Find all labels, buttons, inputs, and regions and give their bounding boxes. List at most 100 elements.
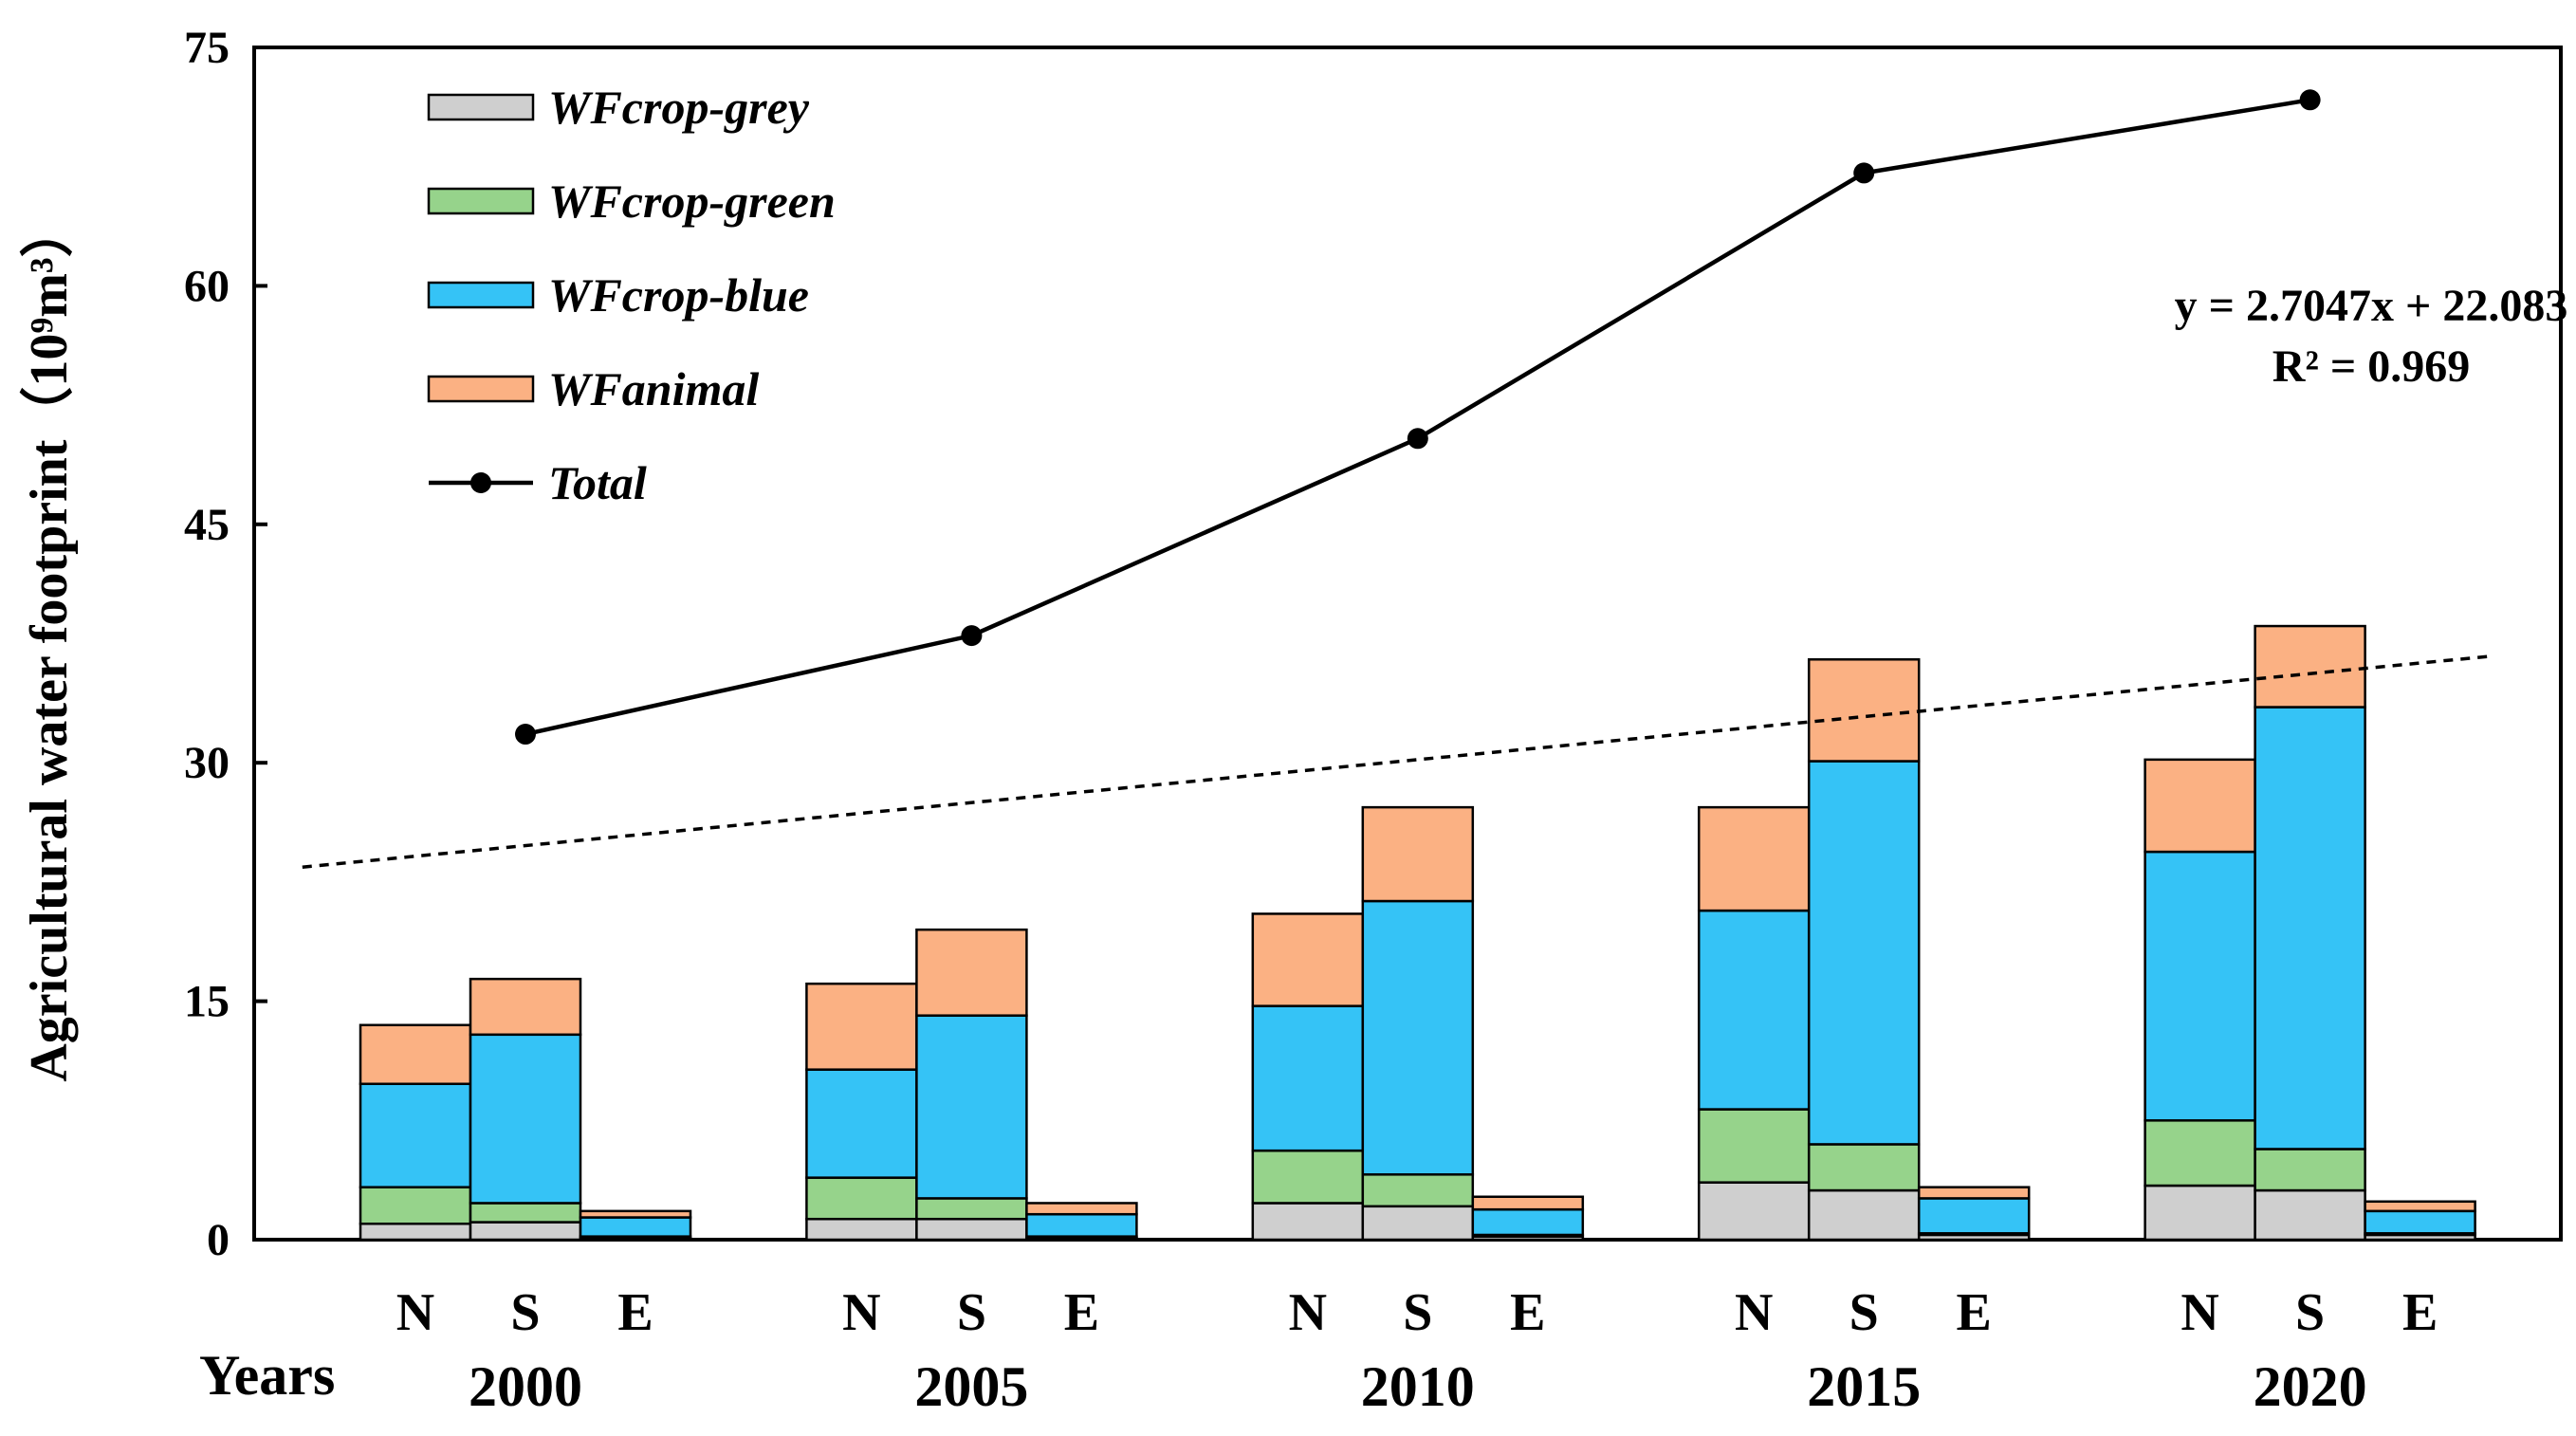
trend-equation: y = 2.7047x + 22.083	[2175, 281, 2568, 331]
y-tick-label: 30	[184, 738, 230, 788]
bar-segment-wfcrop-grey	[1697, 1181, 1811, 1242]
legend-swatch-wfcrop-blue	[427, 281, 535, 309]
bar-segment-wfcrop-grey	[469, 1221, 582, 1242]
bar-segment-wfcrop-grey	[1807, 1188, 1921, 1242]
bar-segment-wfanimal	[1025, 1202, 1138, 1216]
bar-segment-wfcrop-grey	[805, 1217, 918, 1242]
region-label: N	[842, 1283, 880, 1342]
region-label: E	[1064, 1283, 1099, 1342]
region-label: S	[1403, 1283, 1432, 1342]
total-point	[1853, 162, 1875, 184]
bar-segment-wfanimal	[1361, 805, 1475, 903]
trendline	[302, 654, 2489, 869]
bar-segment-wfcrop-blue	[915, 1014, 1028, 1200]
region-label: E	[1957, 1283, 1992, 1342]
stacked-bars	[359, 624, 2476, 1242]
bar-segment-wfcrop-blue	[1917, 1197, 2031, 1235]
bar-segment-wfcrop-grey	[915, 1217, 1028, 1242]
trend-r-squared: R² = 0.969	[2272, 341, 2470, 392]
bar-segment-wfcrop-blue	[1471, 1207, 1585, 1237]
total-point	[1407, 428, 1428, 450]
bar-segment-wfcrop-grey	[359, 1222, 472, 1242]
year-label: 2020	[2254, 1355, 2367, 1418]
legend-label: WFcrop-green	[548, 175, 836, 228]
legend-total-marker	[470, 472, 491, 493]
bar-segment-wfcrop-green	[1807, 1143, 1921, 1192]
year-label: 2015	[1807, 1355, 1921, 1418]
bar-segment-wfcrop-green	[805, 1176, 918, 1221]
region-label: E	[617, 1283, 653, 1342]
bar-segment-wfanimal	[469, 977, 582, 1037]
region-label: S	[1849, 1283, 1879, 1342]
bar-segment-wfcrop-green	[1697, 1108, 1811, 1184]
y-tick-label: 60	[184, 261, 230, 311]
bar-segment-wfcrop-blue	[1697, 909, 1811, 1111]
region-label: S	[2295, 1283, 2325, 1342]
region-label: E	[2402, 1283, 2438, 1342]
x-axis-title: Years	[199, 1344, 335, 1407]
bar-segment-wfcrop-blue	[1807, 760, 1921, 1146]
y-tick-label: 75	[184, 23, 230, 73]
bar-segment-wfanimal	[359, 1023, 472, 1086]
bar-segment-wfcrop-grey	[2254, 1188, 2366, 1242]
region-label: N	[1289, 1283, 1327, 1342]
bar-segment-wfcrop-green	[469, 1202, 582, 1224]
bar-segment-wfcrop-blue	[2144, 850, 2256, 1122]
bar-segment-wfcrop-blue	[1361, 899, 1475, 1176]
legend-swatch-wfanimal	[427, 375, 535, 403]
bar-segment-wfanimal	[2254, 624, 2366, 709]
year-label: 2010	[1361, 1355, 1475, 1418]
region-label: S	[957, 1283, 986, 1342]
x-axis-labels: N S E 2000 N S E 2005 N S E 2010 N S E 2015 N S E 2020	[396, 1283, 2438, 1418]
bar-segment-wfcrop-green	[2254, 1148, 2366, 1192]
bar-segment-wfcrop-grey	[2144, 1184, 2256, 1242]
bar-segment-wfcrop-blue	[805, 1068, 918, 1179]
bar-segment-wfcrop-blue	[1025, 1212, 1138, 1238]
bar-segment-wfcrop-green	[1251, 1149, 1365, 1205]
total-point	[961, 625, 983, 647]
legend-label: Total	[548, 456, 647, 509]
bar-segment-wfcrop-blue	[359, 1082, 472, 1188]
legend-label: WFanimal	[548, 362, 759, 415]
y-tick-label: 0	[207, 1215, 230, 1265]
total-line-group	[515, 89, 2321, 746]
bar-segment-wfanimal	[1697, 805, 1811, 912]
legend-label: WFcrop-blue	[548, 268, 809, 322]
bar-segment-wfanimal	[915, 928, 1028, 1017]
bar-segment-wfcrop-green	[2144, 1119, 2256, 1187]
region-label: N	[2180, 1283, 2218, 1342]
bar-segment-wfcrop-green	[1361, 1173, 1475, 1208]
bar-segment-wfcrop-blue	[579, 1216, 692, 1238]
region-label: N	[1735, 1283, 1773, 1342]
bar-segment-wfanimal	[2144, 758, 2256, 854]
bar-segment-wfanimal	[2364, 1200, 2476, 1213]
bar-segment-wfcrop-blue	[469, 1033, 582, 1205]
total-point	[2299, 89, 2321, 111]
bar-segment-wfanimal	[1917, 1186, 2031, 1200]
legend-label: WFcrop-grey	[548, 81, 810, 134]
bar-segment-wfcrop-green	[359, 1186, 472, 1225]
region-label: E	[1510, 1283, 1545, 1342]
y-axis-ticks: 0 15 30 45 60 75	[184, 23, 267, 1265]
region-label: S	[510, 1283, 540, 1342]
legend: WFcrop-grey WFcrop-green WFcrop-blue WFanim…	[427, 81, 836, 509]
bar-segment-wfcrop-blue	[1251, 1004, 1365, 1152]
y-axis-label: Agricultural water footprint（10⁹m³）	[19, 204, 79, 1081]
trendline-group	[302, 654, 2489, 869]
bar-segment-wfcrop-blue	[2364, 1209, 2476, 1235]
region-label: N	[396, 1283, 434, 1342]
total-point	[515, 724, 536, 746]
year-label: 2000	[469, 1355, 582, 1418]
bar-segment-wfcrop-blue	[2254, 706, 2366, 1151]
legend-swatch-wfcrop-grey	[427, 93, 535, 121]
bar-segment-wfanimal	[579, 1209, 692, 1219]
bar-segment-wfanimal	[1251, 912, 1365, 1007]
bar-segment-wfcrop-green	[915, 1197, 1028, 1221]
bar-segment-wfanimal	[1807, 658, 1921, 763]
legend-swatch-wfcrop-green	[427, 187, 535, 215]
bar-segment-wfanimal	[805, 982, 918, 1071]
y-tick-label: 15	[184, 977, 230, 1027]
year-label: 2005	[914, 1355, 1028, 1418]
y-tick-label: 45	[184, 500, 230, 550]
